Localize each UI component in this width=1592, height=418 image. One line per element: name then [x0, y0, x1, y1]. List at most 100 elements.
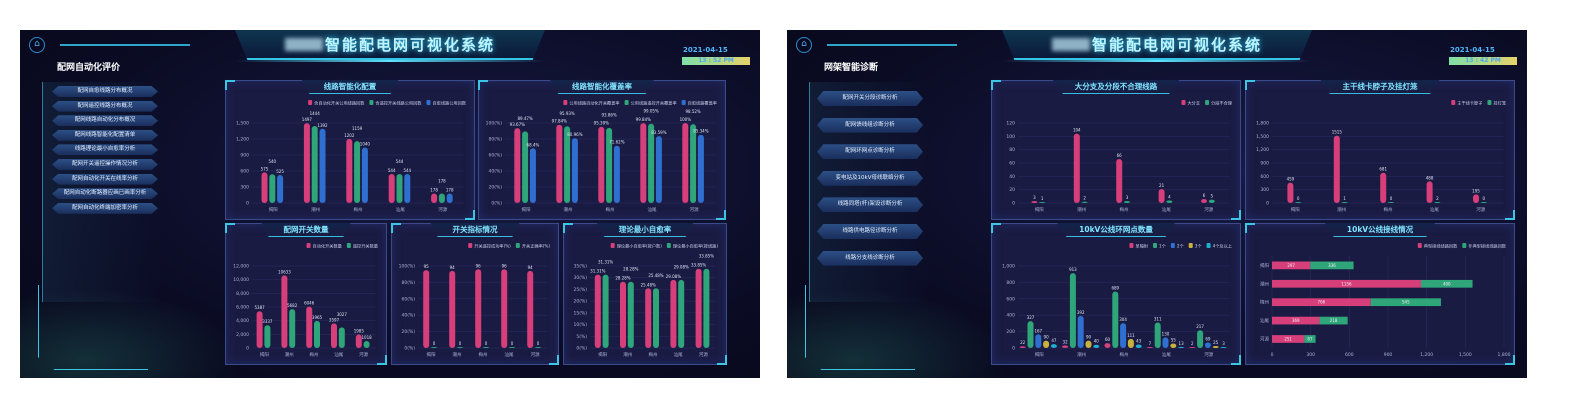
data-label: 47 [1051, 338, 1057, 343]
legend-swatch [369, 100, 374, 105]
bar [1073, 133, 1080, 203]
legend-label: 挂灯笼 [1493, 100, 1506, 107]
legend-swatch [306, 243, 311, 248]
menu-item[interactable]: 配网开关分段诊断分析 [817, 91, 923, 106]
data-label: 218 [1330, 318, 1338, 323]
data-label: 392 [1077, 310, 1085, 315]
y-tick-label: 5(%) [576, 334, 587, 340]
legend-swatch [1206, 243, 1211, 248]
bar-segment [1370, 298, 1441, 307]
y-tick-label: 600 [1006, 296, 1015, 302]
x-tick-label: 潮州 [623, 351, 632, 358]
data-label: 3 [1126, 195, 1129, 200]
y-tick-label: 100(%) [486, 121, 503, 127]
menu-item[interactable]: 配网开关遥控操作情况分析 [52, 159, 158, 170]
legend-swatch [624, 100, 629, 105]
bar [602, 274, 609, 348]
menu-item[interactable]: 配网线路自动化分布概况 [52, 115, 158, 127]
data-label: 1497 [302, 117, 313, 122]
x-tick-label: 0 [1271, 352, 1274, 358]
data-label: 89.47% [517, 116, 532, 121]
data-label: 545 [1402, 300, 1410, 305]
bar [556, 124, 563, 203]
bar [1220, 347, 1227, 348]
bar [446, 193, 453, 203]
data-label: 25.48% [641, 282, 656, 287]
y-tick-label: 20(%) [401, 329, 415, 335]
x-tick-label: 600 [1345, 352, 1354, 358]
x-tick-label: 揭阳 [269, 206, 278, 213]
data-label: 96 [502, 263, 508, 268]
bar [640, 123, 647, 203]
menu-item[interactable]: 变电站及10kV母线联络分析 [817, 170, 923, 186]
chart-title: 10kV公线接线情况 [1324, 223, 1436, 237]
data-label: 83.59% [651, 130, 666, 135]
bar [1434, 202, 1441, 203]
legend-swatch [1451, 100, 1456, 105]
bar [697, 134, 704, 203]
y-tick-label: 60 [1009, 161, 1015, 167]
x-tick-label: 揭阳 [1035, 206, 1045, 213]
data-label: 913 [1069, 267, 1077, 272]
home-icon[interactable]: ⌂ [29, 37, 45, 53]
data-label: 0 [511, 341, 514, 346]
bar [514, 128, 521, 203]
menu-item[interactable]: 配网环网点诊断分析 [817, 144, 923, 160]
bar-segment [1304, 335, 1316, 343]
chart-title: 10kV公线环网点数量 [1057, 223, 1175, 237]
bar [303, 123, 310, 203]
data-label: 525 [276, 169, 284, 174]
data-label: 3027 [337, 312, 348, 317]
bar [1212, 345, 1219, 348]
y-tick-label: 60(%) [488, 153, 502, 159]
frame-corner [1505, 355, 1515, 365]
legend-swatch [1129, 243, 1134, 248]
y-tick-label: 2,000 [236, 332, 249, 338]
y-tick-label: 20(%) [573, 299, 587, 305]
x-tick-label: 揭阳 [598, 351, 607, 358]
legend-label: 单辐射 [1135, 243, 1148, 250]
bar [1204, 342, 1211, 348]
data-label: 87 [1307, 336, 1313, 341]
bar [363, 341, 370, 348]
data-label: 94 [450, 265, 456, 270]
menu-item[interactable]: 配网自动化终端加密率分析 [52, 202, 158, 214]
chart-title: 开关指标情况 [430, 223, 520, 237]
menu-item[interactable]: 配网遥控线路分布概况 [52, 100, 158, 112]
frame-corner [225, 223, 235, 233]
legend-label: 理论最小自愈率(按线路) [673, 243, 719, 250]
y-tick-label: 10,000 [233, 277, 249, 283]
data-label: 80.96% [567, 132, 582, 137]
bar [627, 281, 634, 348]
menu-item[interactable]: 配网自动化开关在线率分析 [52, 173, 158, 185]
x-tick-label: 汕尾 [1162, 351, 1171, 358]
legend-label: 公用线路自动化开关覆盖率 [569, 100, 619, 107]
data-label: 540 [268, 159, 276, 164]
menu-item[interactable]: 配网自愈线路分布概况 [52, 86, 158, 97]
frame-corner [991, 80, 1001, 90]
x-tick-label: 河源 [531, 351, 540, 358]
decorative-frame [38, 285, 148, 370]
bar [475, 269, 482, 348]
menu-item[interactable]: 配网线路智能化配置清单 [52, 129, 158, 141]
frame-corner [1231, 210, 1241, 220]
redacted-logo [1051, 38, 1090, 51]
bar [613, 145, 620, 203]
bar [1166, 200, 1173, 203]
data-label: 1 [1041, 196, 1044, 201]
menu-item[interactable]: 配网自动化断路器应画已画率分析 [52, 188, 158, 200]
menu-item[interactable]: 配网馈线组诊断分析 [817, 117, 923, 133]
data-label: 29.08% [666, 274, 681, 279]
x-tick-label: 揭阳 [1035, 351, 1045, 358]
menu-item[interactable]: 线路供电路径诊断分析 [817, 224, 923, 239]
chart-svg: 含自动化开关公用线路回数 含遥控开关线路公用回数 自愈线路公用回数 0 300 600 90… [236, 100, 467, 214]
home-icon[interactable]: ⌂ [796, 37, 812, 53]
bar [1201, 199, 1207, 203]
data-label: 167 [1034, 328, 1042, 333]
legend-label: 典型接线线路回数 [1424, 243, 1458, 250]
menu-item[interactable]: 线路分支线诊断分析 [817, 250, 923, 266]
frame-corner [465, 210, 475, 220]
menu-item[interactable]: 线路理论最小自愈率分析 [52, 144, 158, 156]
data-label: 96 [476, 263, 482, 268]
menu-item[interactable]: 线路同塔(杆)架设诊断分析 [817, 197, 923, 213]
